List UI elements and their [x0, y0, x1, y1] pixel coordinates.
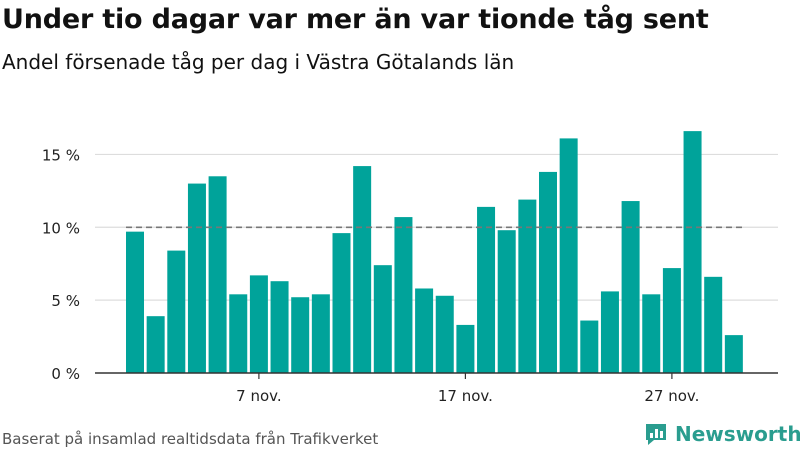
bar	[724, 335, 743, 373]
chart-subtitle: Andel försenade tåg per dag i Västra Göt…	[2, 50, 515, 74]
bar	[621, 201, 640, 373]
bar	[394, 217, 413, 373]
bar	[311, 294, 330, 373]
bar	[580, 320, 599, 373]
logo-text: Newsworthy	[675, 422, 800, 446]
bar	[456, 324, 475, 373]
bar	[704, 276, 723, 373]
bar	[559, 138, 578, 373]
source-note: Baserat på insamlad realtidsdata från Tr…	[2, 430, 379, 448]
bar	[642, 294, 661, 373]
bar	[539, 171, 557, 373]
bar	[167, 250, 186, 373]
newsworthy-logo: Newsworthy	[643, 420, 800, 448]
x-tick-label: 7 nov.	[236, 387, 281, 405]
y-tick-label: 15 %	[42, 146, 80, 164]
bar	[435, 295, 454, 373]
x-tick-label: 27 nov.	[644, 387, 699, 405]
bar	[477, 206, 496, 373]
bar	[497, 230, 516, 373]
y-tick-label: 5 %	[51, 292, 80, 310]
bar	[126, 231, 144, 373]
bar	[187, 183, 206, 373]
bar	[683, 131, 702, 373]
bar	[600, 291, 619, 373]
bar	[415, 288, 434, 373]
bar	[249, 275, 268, 373]
bar	[208, 176, 227, 373]
bar	[373, 265, 392, 373]
bar	[518, 199, 537, 373]
bar	[332, 233, 351, 373]
bar	[353, 166, 372, 373]
bar	[291, 297, 310, 373]
x-tick-label: 17 nov.	[438, 387, 493, 405]
bar	[662, 268, 681, 373]
y-tick-label: 10 %	[42, 219, 80, 237]
chart-logo-icon	[646, 424, 666, 445]
bar	[270, 281, 289, 373]
bar	[146, 316, 165, 373]
y-tick-label: 0 %	[51, 365, 80, 383]
bar	[229, 294, 248, 373]
chart-title: Under tio dagar var mer än var tionde tå…	[2, 4, 709, 35]
